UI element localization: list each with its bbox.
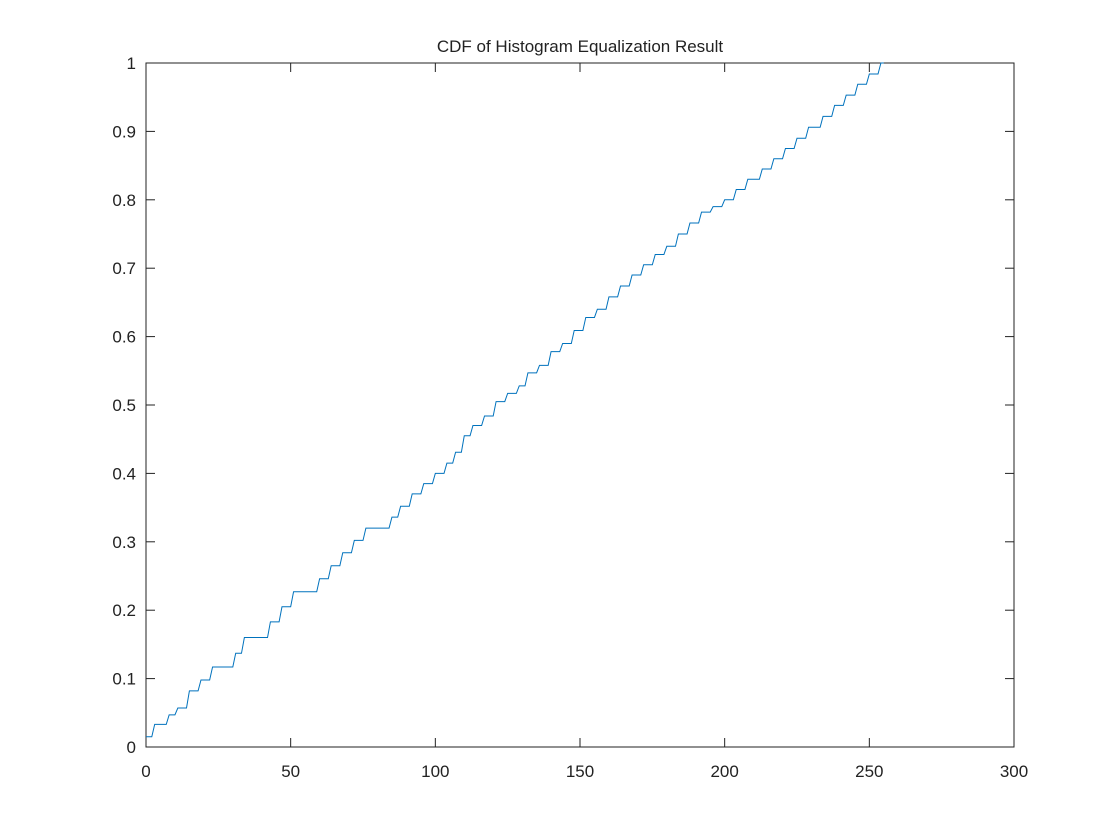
x-tick-label: 50 xyxy=(281,762,300,781)
y-tick-label: 0.7 xyxy=(112,259,136,278)
y-tick-label: 0.2 xyxy=(112,601,136,620)
y-tick-label: 0.1 xyxy=(112,670,136,689)
chart-title: CDF of Histogram Equalization Result xyxy=(437,37,724,56)
y-tick-label: 0.3 xyxy=(112,533,136,552)
y-tick-label: 0.8 xyxy=(112,191,136,210)
cdf-line xyxy=(146,62,884,738)
y-tick-label: 1 xyxy=(127,54,136,73)
x-tick-label: 0 xyxy=(141,762,150,781)
y-tick-label: 0.6 xyxy=(112,328,136,347)
y-tick-label: 0.9 xyxy=(112,122,136,141)
x-tick-label: 200 xyxy=(710,762,738,781)
x-tick-label: 300 xyxy=(1000,762,1028,781)
x-tick-label: 100 xyxy=(421,762,449,781)
y-tick-label: 0 xyxy=(127,738,136,757)
y-tick-label: 0.4 xyxy=(112,464,136,483)
y-tick-label: 0.5 xyxy=(112,396,136,415)
x-tick-label: 250 xyxy=(855,762,883,781)
axes-box xyxy=(145,62,1015,748)
x-tick-label: 150 xyxy=(566,762,594,781)
